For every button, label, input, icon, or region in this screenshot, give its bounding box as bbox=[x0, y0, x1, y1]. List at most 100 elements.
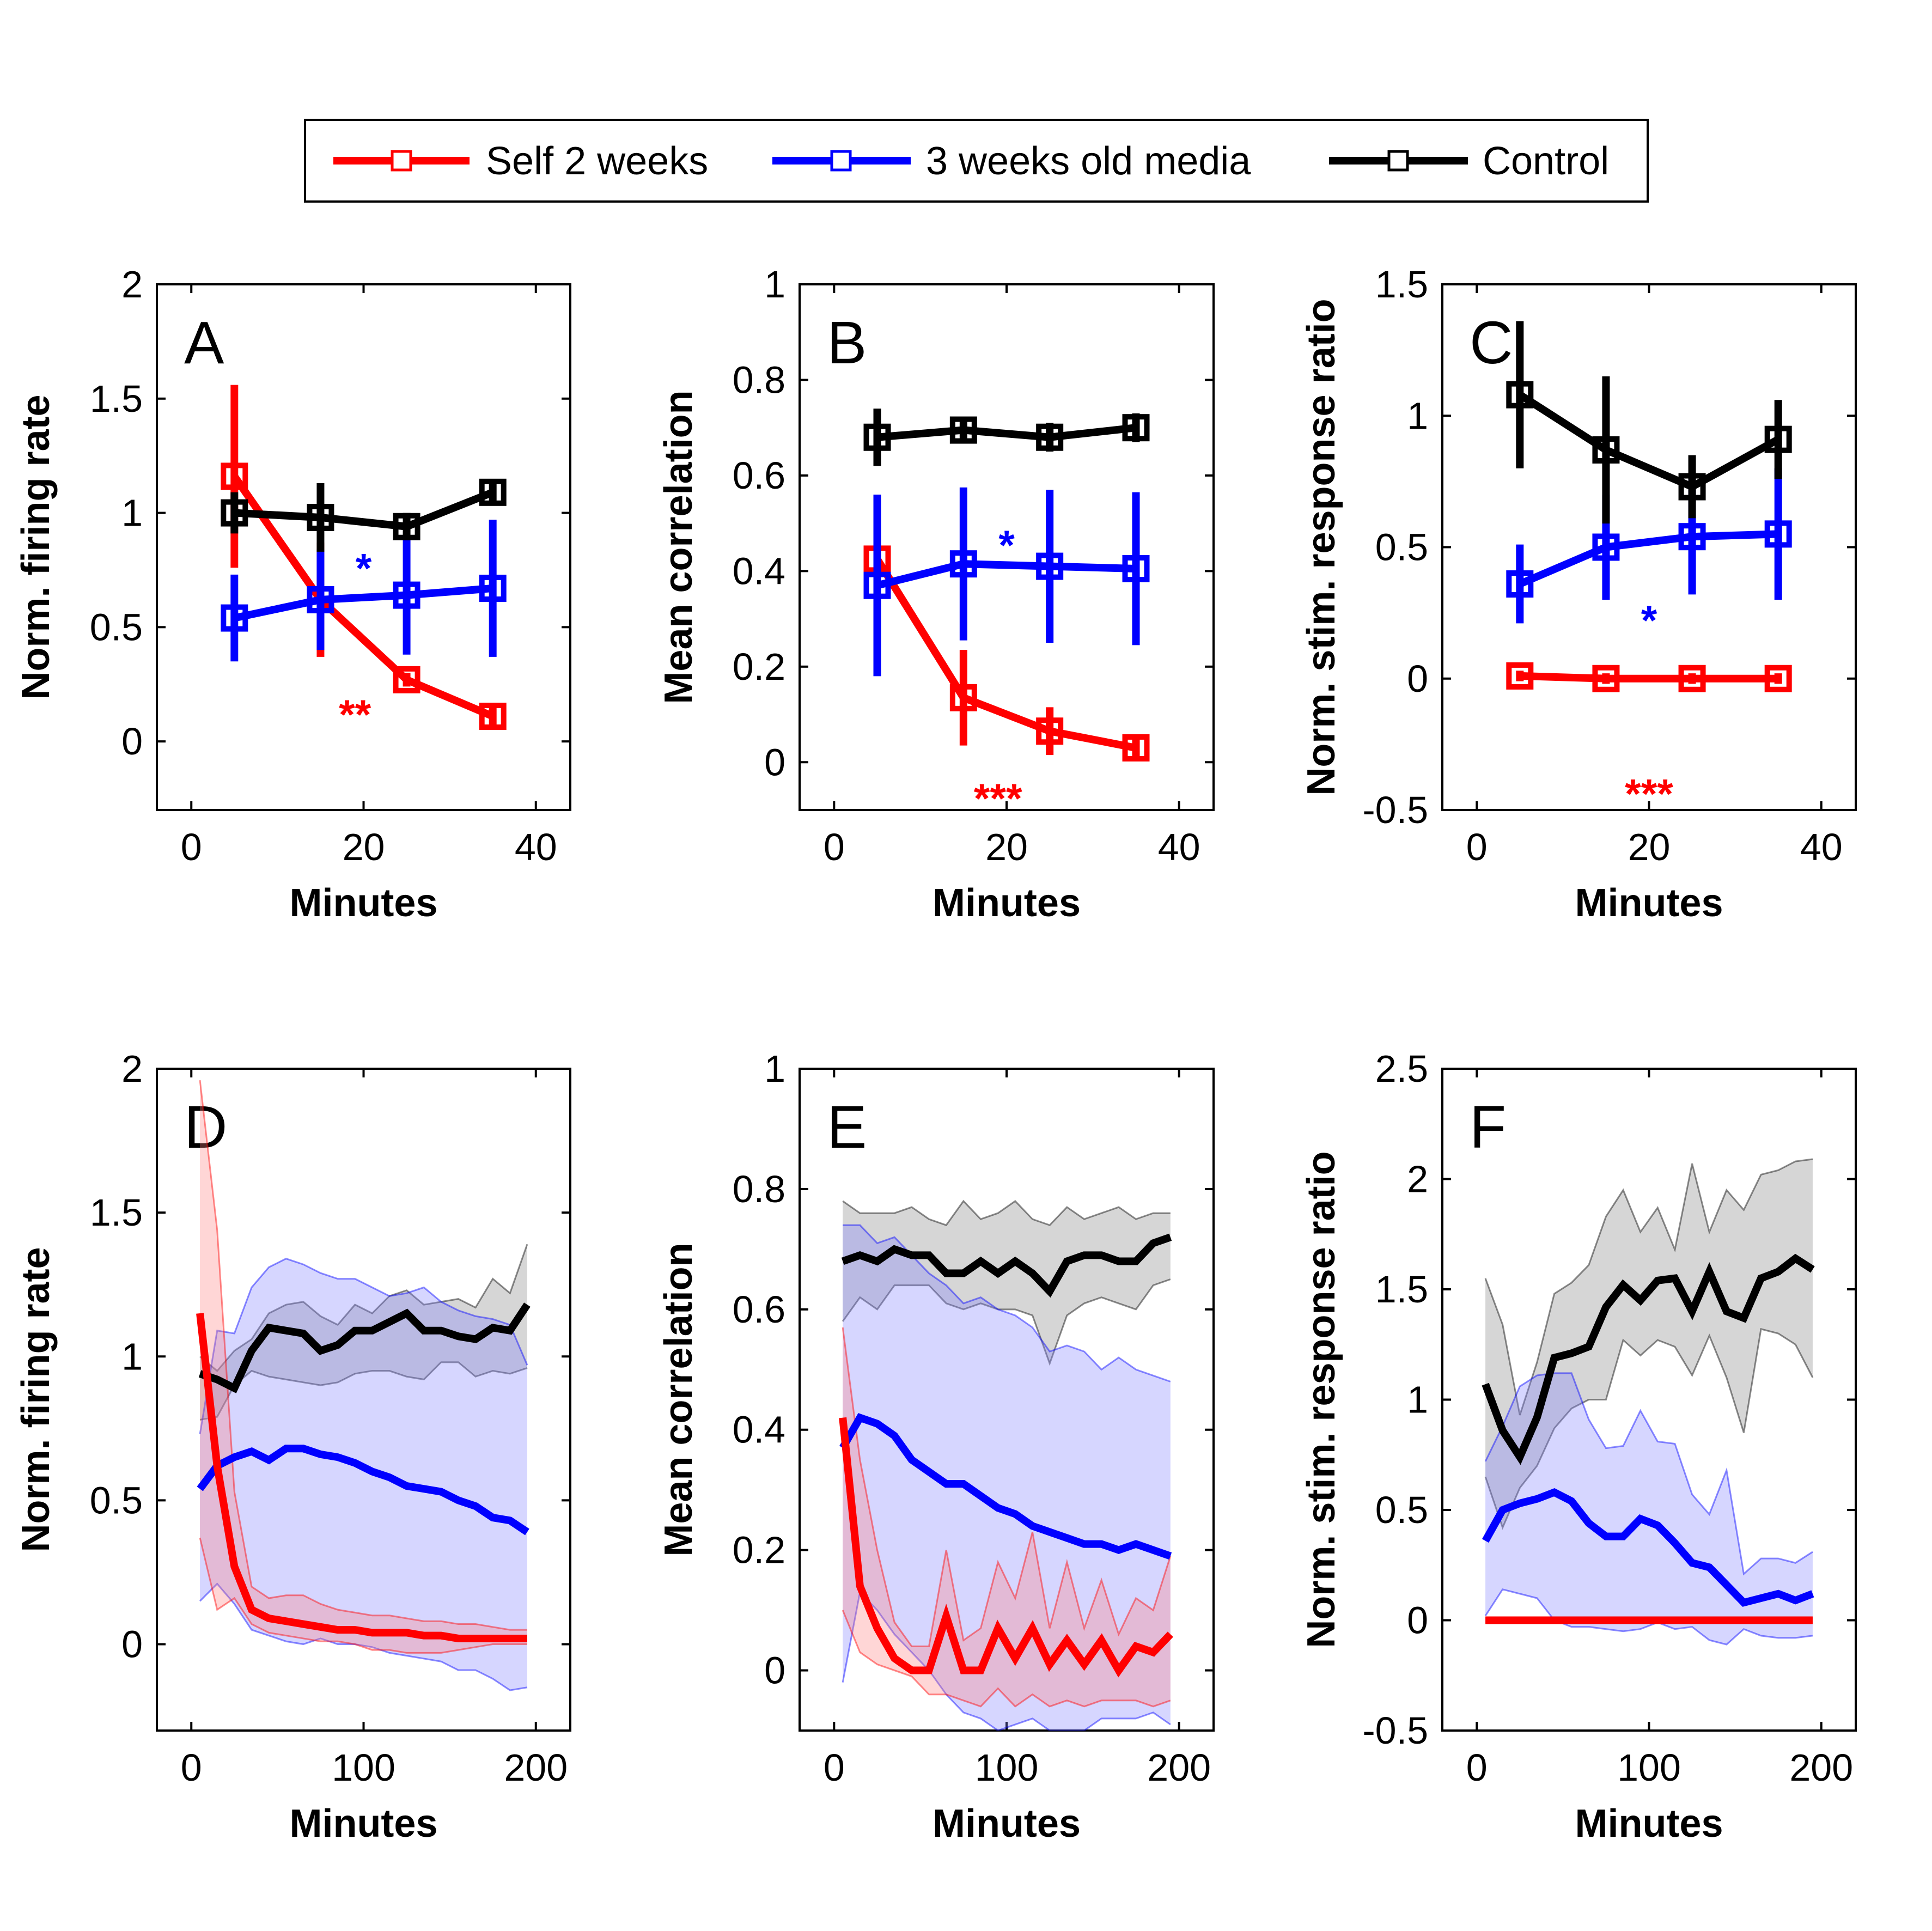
panel-e-xlabel: Minutes bbox=[933, 1802, 1081, 1845]
panel-f: 0 100 200 -0.5 0 0.5 1 1.5 2 2.5 Minutes Norm. stim… bbox=[1300, 1047, 1857, 1845]
panel-d-xlabel: Minutes bbox=[289, 1802, 437, 1845]
panel-f-ytick-label: 1.5 bbox=[1375, 1268, 1428, 1311]
panel-b-marker-3-weeks-old-media bbox=[949, 550, 977, 578]
panel-d-letter: D bbox=[184, 1094, 227, 1161]
panel-c-marker-control bbox=[1592, 436, 1620, 464]
panel-a-marker-control bbox=[307, 503, 334, 531]
panel-f-xtick-label: 0 bbox=[1466, 1746, 1488, 1789]
panel-a-significance-marker: ** bbox=[339, 692, 371, 738]
panel-e-ytick-label: 1 bbox=[764, 1047, 785, 1090]
panel-b: 0 20 40 0 0.2 0.4 0.6 0.8 1 Minutes Mean correlati… bbox=[657, 263, 1215, 925]
panel-c-marker-control bbox=[1506, 381, 1534, 409]
panel-d-ytick-label: 0 bbox=[121, 1623, 143, 1666]
panel-e-band-self-2-weeks bbox=[843, 1327, 1171, 1707]
panel-c-ytick-label: 1.5 bbox=[1375, 263, 1428, 306]
legend-item-control: Control bbox=[1329, 139, 1609, 183]
panel-e-ytick-label: 0.8 bbox=[733, 1168, 785, 1210]
panel-a-xtick-label: 20 bbox=[343, 826, 385, 868]
panel-c-marker-3-weeks-old-media bbox=[1592, 533, 1620, 561]
panel-e-band-3-weeks-old-media bbox=[843, 1225, 1171, 1731]
panel-a-ytick-label: 1.5 bbox=[90, 377, 143, 420]
panel-b-ytick-label: 0.6 bbox=[733, 454, 785, 497]
panel-d-band-upper-control bbox=[199, 1244, 528, 1372]
panel-a-letter: A bbox=[184, 309, 224, 376]
panel-d-xtick-label: 200 bbox=[504, 1746, 568, 1789]
panel-b-xlabel: Minutes bbox=[933, 881, 1081, 925]
panel-f-ytick-label: 2.5 bbox=[1375, 1047, 1428, 1090]
panel-a-marker-self-2-weeks bbox=[479, 702, 507, 730]
panel-c-ylabel: Norm. stim. response ratio bbox=[1300, 299, 1343, 795]
panels: 0 20 40 0 0.5 1 1.5 2 Minutes Norm. firing rate A *… bbox=[14, 263, 1857, 1845]
panel-c-marker-self-2-weeks bbox=[1506, 662, 1534, 690]
panel-e-xtick-label: 0 bbox=[824, 1746, 845, 1789]
panel-e: 0 100 200 0 0.2 0.4 0.6 0.8 1 Minutes Mean correla… bbox=[657, 1047, 1215, 1845]
panel-b-letter: B bbox=[827, 309, 867, 376]
panel-b-marker-control bbox=[1122, 414, 1150, 442]
panel-b-marker-3-weeks-old-media bbox=[1122, 555, 1150, 582]
panel-f-band-lower-3-weeks-old-media bbox=[1484, 1588, 1813, 1646]
panel-d-xtick-label: 100 bbox=[332, 1746, 395, 1789]
legend-marker-control bbox=[1387, 150, 1409, 172]
panel-d-ytick-label: 1 bbox=[121, 1335, 143, 1378]
panel-b-xtick-label: 0 bbox=[824, 826, 845, 868]
panel-c-marker-control bbox=[1764, 425, 1792, 453]
panel-c-plot-area bbox=[1506, 321, 1792, 692]
panel-d-ylabel: Norm. firing rate bbox=[14, 1247, 58, 1552]
panel-f-ytick-label: 0 bbox=[1407, 1599, 1428, 1642]
panel-c-ytick-label: 1 bbox=[1407, 394, 1428, 437]
legend-label-control: Control bbox=[1483, 139, 1609, 183]
panel-d-band-lower-self-2-weeks bbox=[199, 1537, 527, 1654]
panel-f-letter: F bbox=[1470, 1094, 1506, 1161]
panel-f-band-control bbox=[1485, 1159, 1813, 1528]
panel-b-marker-self-2-weeks bbox=[1036, 717, 1064, 745]
panel-c-xtick-label: 40 bbox=[1800, 826, 1843, 868]
panel-e-band-control bbox=[843, 1201, 1171, 1364]
panel-d-plot-area bbox=[196, 1080, 531, 1691]
panel-e-band-upper-control bbox=[842, 1199, 1171, 1226]
panel-e-ytick-label: 0 bbox=[764, 1649, 785, 1692]
panel-b-significance-marker: * bbox=[998, 522, 1015, 569]
panel-a-significance-marker: * bbox=[356, 546, 372, 592]
panel-b-marker-self-2-weeks bbox=[949, 684, 977, 711]
legend-marker-old-media bbox=[830, 150, 852, 172]
panel-e-band-lower-self-2-weeks bbox=[842, 1610, 1171, 1708]
panel-e-line-control bbox=[841, 1233, 1172, 1298]
panel-e-band-lower-control bbox=[842, 1278, 1171, 1366]
panel-b-marker-control bbox=[863, 423, 891, 451]
panel-c-marker-3-weeks-old-media bbox=[1678, 523, 1706, 551]
panel-a-line-self-2-weeks bbox=[231, 474, 495, 720]
panel-b-significance-marker: *** bbox=[974, 776, 1022, 822]
panel-b-line-3-weeks-old-media bbox=[876, 560, 1136, 589]
panel-d-band-upper-3-weeks-old-media bbox=[199, 1258, 528, 1435]
panel-d-line-3-weeks-old-media bbox=[197, 1445, 529, 1536]
panel-e-letter: E bbox=[827, 1094, 867, 1161]
panel-d-ytick-label: 2 bbox=[121, 1047, 143, 1090]
legend-label-self: Self 2 weeks bbox=[486, 139, 708, 183]
panel-d-line-control bbox=[198, 1302, 531, 1393]
panel-f-ytick-label: 1 bbox=[1407, 1379, 1428, 1421]
panel-a-marker-self-2-weeks bbox=[221, 462, 248, 490]
panel-b-marker-3-weeks-old-media bbox=[863, 571, 891, 599]
panel-b-xtick-label: 20 bbox=[985, 826, 1028, 868]
panel-e-xtick-label: 200 bbox=[1147, 1746, 1211, 1789]
panel-a-marker-3-weeks-old-media bbox=[221, 604, 248, 632]
panel-a-xtick-label: 40 bbox=[515, 826, 557, 868]
panel-c-marker-self-2-weeks bbox=[1764, 665, 1792, 692]
panel-c-ytick-label: 0.5 bbox=[1375, 526, 1428, 569]
panel-b-marker-control bbox=[1036, 423, 1064, 451]
panel-d-band-self-2-weeks bbox=[200, 1080, 527, 1653]
panel-f-ytick-label: 0.5 bbox=[1375, 1489, 1428, 1531]
panel-e-band-lower-3-weeks-old-media bbox=[842, 1590, 1171, 1731]
panel-a-marker-3-weeks-old-media bbox=[393, 581, 420, 609]
panel-c-letter: C bbox=[1470, 309, 1513, 376]
legend-marker-self bbox=[391, 150, 412, 172]
panel-d-band-lower-control bbox=[199, 1361, 528, 1421]
panel-c-significance-marker: * bbox=[1641, 598, 1657, 644]
panel-a-marker-self-2-weeks bbox=[393, 666, 420, 693]
panel-b-line-control bbox=[876, 424, 1137, 441]
panel-a: 0 20 40 0 0.5 1 1.5 2 Minutes Norm. firing rate A *… bbox=[14, 263, 571, 925]
panel-a-marker-control bbox=[393, 513, 420, 540]
panel-f-ytick-label: -0.5 bbox=[1362, 1709, 1428, 1752]
